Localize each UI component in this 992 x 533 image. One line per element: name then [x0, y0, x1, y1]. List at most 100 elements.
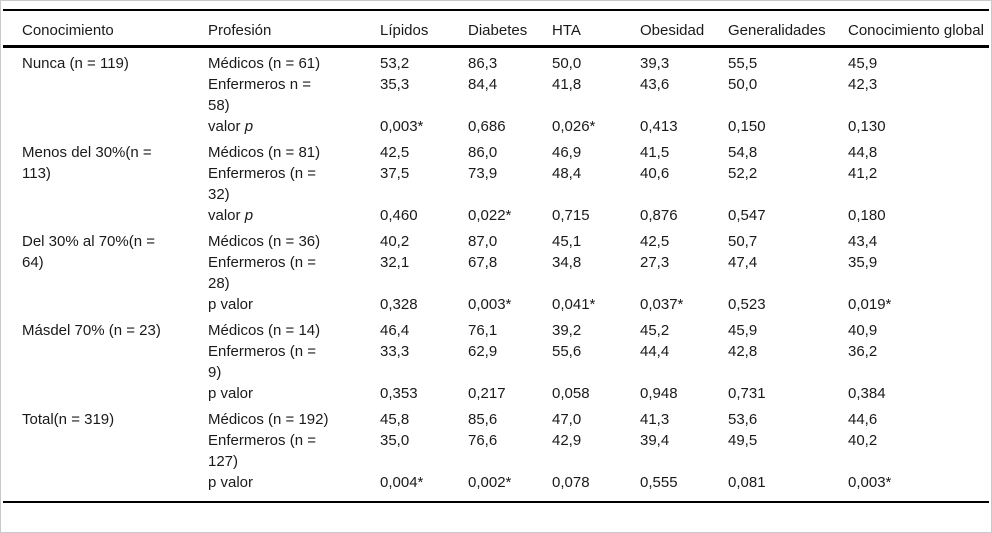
table-row: Menos del 30%(n = 113) Médicos (n = 81) 42… [3, 137, 989, 182]
profession-cell: valor p [208, 205, 380, 226]
value-cell: 50,0 [728, 76, 758, 93]
value-cell: 0,328 [380, 296, 418, 313]
value-cell: 44,6 [848, 411, 878, 428]
table-row: Total(n = 319) Médicos (n = 192) 45,8 85,6 4… [3, 404, 989, 430]
profession-cell: Enfermeros n = 58) [208, 74, 380, 116]
value-cell: 44,8 [848, 144, 878, 161]
value-cell: 73,9 [468, 165, 498, 182]
value-cell: 47,4 [728, 254, 758, 271]
value-cell: 55,6 [552, 343, 582, 360]
profession-label: Enfermeros (n = 9) [208, 343, 316, 381]
value-cell: 55,5 [728, 55, 758, 72]
value-cell: 35,9 [848, 254, 878, 271]
value-cell: 50,7 [728, 233, 758, 250]
profession-label: Enfermeros (n = 32) [208, 165, 316, 203]
group-label-cell: Total(n = 319) [22, 411, 115, 428]
group-label-cell: Másdel 70% (n = 23) [22, 322, 161, 339]
column-header: HTA [552, 10, 640, 48]
value-cell: 62,9 [468, 343, 498, 360]
profession-cell: Enfermeros (n = 32) [208, 163, 380, 205]
header-row: Conocimiento Profesión Lípidos Diabetes HTA O… [3, 10, 989, 48]
value-cell: 54,8 [728, 144, 758, 161]
value-cell: 34,8 [552, 254, 582, 271]
profession-cell: valor p [208, 116, 380, 137]
table-row: p valor 0,328 0,003* 0,041* 0,037* 0,523 0,019… [3, 294, 989, 315]
value-cell: 37,5 [380, 165, 410, 182]
value-cell: 0,715 [552, 207, 590, 224]
profession-cell: Enfermeros (n = 28) [208, 252, 380, 294]
value-cell: 45,2 [640, 322, 670, 339]
value-cell: 0,150 [728, 118, 766, 135]
value-cell: 0,731 [728, 385, 766, 402]
value-cell: 42,3 [848, 76, 878, 93]
value-cell: 0,078 [552, 474, 590, 491]
profession-label: Enfermeros n = 58) [208, 76, 311, 114]
value-cell: 0,058 [552, 385, 590, 402]
value-cell: 0,353 [380, 385, 418, 402]
value-cell: 0,217 [468, 385, 506, 402]
column-header: Conocimiento global [848, 10, 989, 48]
column-header: Generalidades [728, 10, 848, 48]
value-cell: 67,8 [468, 254, 498, 271]
column-header: Profesión [208, 10, 380, 48]
value-cell: 0,523 [728, 296, 766, 313]
p-symbol: p [244, 118, 254, 135]
value-cell: 39,2 [552, 322, 582, 339]
value-cell: 76,1 [468, 322, 498, 339]
value-cell: 42,9 [552, 432, 582, 449]
value-cell: 0,041* [552, 296, 596, 313]
profession-cell: Médicos (n = 81) [208, 137, 380, 163]
value-cell: 41,3 [640, 411, 670, 428]
value-cell: 0,003* [380, 118, 424, 135]
table-row: Enfermeros (n = 32) 37,5 73,9 48,4 40,6 52,2 4… [3, 163, 989, 205]
value-cell: 0,037* [640, 296, 684, 313]
value-cell: 0,384 [848, 385, 886, 402]
value-cell: 87,0 [468, 233, 498, 250]
value-cell: 0,004* [380, 474, 424, 491]
value-cell: 40,9 [848, 322, 878, 339]
value-cell: 0,686 [468, 118, 506, 135]
value-cell: 40,6 [640, 165, 670, 182]
value-cell: 46,4 [380, 322, 410, 339]
profession-cell: p valor [208, 294, 380, 315]
value-cell: 47,0 [552, 411, 582, 428]
value-cell: 0,547 [728, 207, 766, 224]
profession-label: Médicos (n = 192) [208, 411, 329, 428]
profession-label: Médicos (n = 36) [208, 233, 321, 250]
table-row: Másdel 70% (n = 23) Médicos (n = 14) 46,4 7… [3, 315, 989, 341]
value-cell: 45,1 [552, 233, 582, 250]
value-cell: 0,460 [380, 207, 418, 224]
value-cell: 39,3 [640, 55, 670, 72]
profession-label: p valor [208, 385, 254, 402]
value-cell: 84,4 [468, 76, 498, 93]
table-row: valor p 0,003* 0,686 0,026* 0,413 0,150 0,130 [3, 116, 989, 137]
value-cell: 41,5 [640, 144, 670, 161]
value-cell: 53,2 [380, 55, 410, 72]
knowledge-by-profession-table: Conocimiento Profesión Lípidos Diabetes HTA O… [3, 9, 989, 503]
profession-cell: Médicos (n = 14) [208, 315, 380, 341]
table-row: Enfermeros (n = 127) 35,0 76,6 42,9 39,4 49,5… [3, 430, 989, 472]
value-cell: 86,0 [468, 144, 498, 161]
value-cell: 35,3 [380, 76, 410, 93]
table-row: p valor 0,004* 0,002* 0,078 0,555 0,081 0,003* [3, 472, 989, 502]
value-cell: 48,4 [552, 165, 582, 182]
value-cell: 36,2 [848, 343, 878, 360]
value-cell: 0,948 [640, 385, 678, 402]
profession-cell: Médicos (n = 61) [208, 47, 380, 75]
table-body: Nunca (n = 119) Médicos (n = 61) 53,2 86,3 5… [3, 47, 989, 503]
profession-label: Médicos (n = 14) [208, 322, 321, 339]
profession-cell: p valor [208, 472, 380, 502]
value-cell: 86,3 [468, 55, 498, 72]
value-cell: 41,2 [848, 165, 878, 182]
profession-label: Enfermeros (n = 28) [208, 254, 316, 292]
profession-label: p valor [208, 296, 254, 313]
table-header: Conocimiento Profesión Lípidos Diabetes HTA O… [3, 10, 989, 48]
value-cell: 32,1 [380, 254, 410, 271]
profession-label: p valor [208, 474, 254, 491]
table-row: p valor 0,353 0,217 0,058 0,948 0,731 0,384 [3, 383, 989, 404]
table-row: Enfermeros (n = 28) 32,1 67,8 34,8 27,3 47,4 3… [3, 252, 989, 294]
value-cell: 85,6 [468, 411, 498, 428]
value-cell: 49,5 [728, 432, 758, 449]
value-cell: 44,4 [640, 343, 670, 360]
value-cell: 0,876 [640, 207, 678, 224]
